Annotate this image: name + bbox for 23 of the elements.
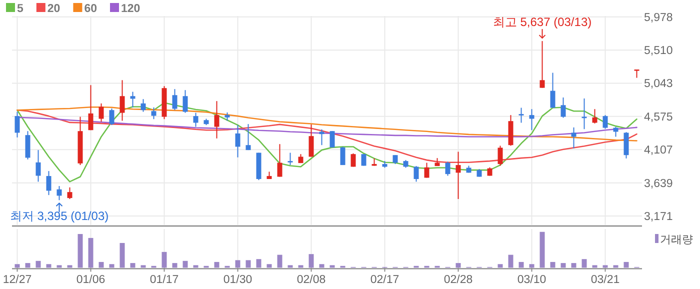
x-tick-label: 03/10 <box>517 274 546 286</box>
legend-label: 20 <box>47 3 60 15</box>
x-tick-label: 01/17 <box>150 274 179 286</box>
x-tick-label: 02/08 <box>296 274 326 286</box>
legend-label: 5 <box>17 3 24 15</box>
x-tick-label: 02/17 <box>370 274 400 286</box>
y-tick-label: 5,043 <box>644 78 673 90</box>
x-tick-label: 02/28 <box>444 274 473 286</box>
x-tick-label: 01/30 <box>223 274 252 286</box>
y-tick-label: 4,107 <box>644 144 673 157</box>
x-tick-label: 12/27 <box>2 274 32 286</box>
y-tick-label: 3,171 <box>644 211 673 224</box>
legend-label: 120 <box>121 3 140 15</box>
y-tick-label: 5,978 <box>644 12 673 24</box>
x-tick-label: 01/06 <box>76 274 106 286</box>
y-tick-label: 4,575 <box>644 111 673 124</box>
annotation: 최저 3,395 (01/03) <box>10 209 109 224</box>
y-tick-label: 3,639 <box>644 178 673 190</box>
x-tick-label: 03/21 <box>590 274 620 286</box>
legend-label: 60 <box>84 3 97 15</box>
annotation: 최고 5,637 (03/13) <box>492 15 592 30</box>
y-tick-label: 5,510 <box>644 45 673 58</box>
legend: 거래량 <box>655 234 693 246</box>
